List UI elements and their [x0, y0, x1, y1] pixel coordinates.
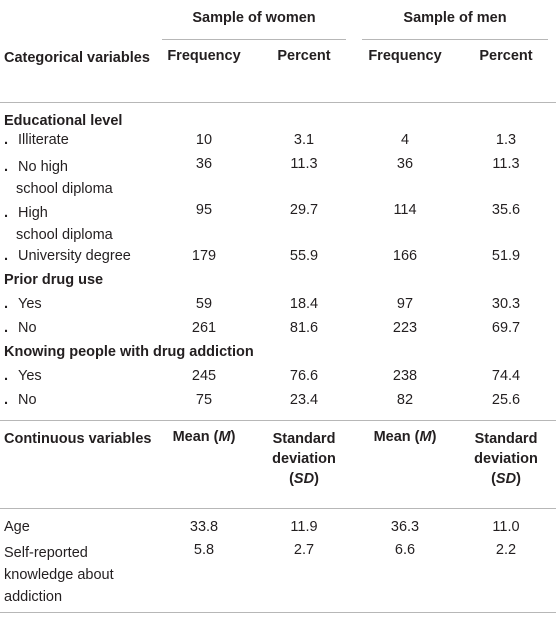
- men-group-rule: [362, 39, 548, 40]
- education-title: Educational level: [4, 112, 123, 129]
- column-header-row: Categorical variables Frequency Percent …: [0, 40, 556, 103]
- table-row: Age 33.8 11.9 36.3 11.0: [4, 518, 520, 535]
- table-row: . Yes 59 18.4 97 30.3: [4, 296, 521, 312]
- knowing-title: Knowing people with drug addiction: [4, 344, 254, 360]
- table-row: . No high school diploma 36 11.3 36 11.3: [4, 156, 520, 197]
- table-row: . High school diploma 95 29.7 114 35.6: [4, 202, 521, 243]
- bullet: .: [4, 159, 9, 175]
- bullet: .: [4, 248, 9, 264]
- bullet: .: [4, 320, 9, 336]
- table-row: . No 261 81.6 223 69.7: [4, 320, 521, 336]
- table-row: . Illiterate 10 3.1 4 1.3: [4, 132, 517, 148]
- women-group-header: Sample of women: [154, 0, 354, 40]
- section-title-row: Educational level: [0, 102, 556, 132]
- men-sd-header: Standard deviation (SD): [456, 419, 556, 509]
- section-title-row: Knowing people with drug addiction: [0, 344, 556, 368]
- bullet: .: [4, 368, 9, 384]
- bullet: .: [4, 132, 9, 148]
- women-percent-header: Percent: [254, 40, 354, 103]
- men-frequency-header: Frequency: [354, 40, 456, 103]
- women-group-rule: [162, 39, 346, 40]
- table-row: . Yes 245 76.6 238 74.4: [4, 368, 521, 384]
- continuous-header-row: Continuous variables Mean (M) Standard de…: [0, 419, 556, 509]
- table-row: . University degree 179 55.9 166 51.9: [4, 248, 521, 264]
- men-mean-header: Mean (M): [354, 419, 456, 509]
- men-percent-header: Percent: [456, 40, 556, 103]
- women-sd-header: Standard deviation (SD): [254, 419, 354, 509]
- descriptive-statistics-table: Sample of women Sample of men Categorica…: [0, 0, 556, 613]
- categorical-variables-header: Categorical variables: [0, 40, 154, 103]
- drug-use-title: Prior drug use: [4, 272, 104, 288]
- continuous-variables-header: Continuous variables: [0, 419, 154, 509]
- table-row: Self-reported knowledge about addiction …: [0, 540, 556, 613]
- section-title-row: Prior drug use: [0, 272, 556, 296]
- bullet: .: [4, 296, 9, 312]
- men-group-header: Sample of men: [354, 0, 556, 40]
- group-header-row: Sample of women Sample of men: [0, 0, 556, 40]
- bullet: .: [4, 392, 9, 408]
- women-mean-header: Mean (M): [154, 419, 254, 509]
- bullet: .: [4, 205, 9, 221]
- women-frequency-header: Frequency: [154, 40, 254, 103]
- table-row: . No 75 23.4 82 25.6: [4, 392, 521, 408]
